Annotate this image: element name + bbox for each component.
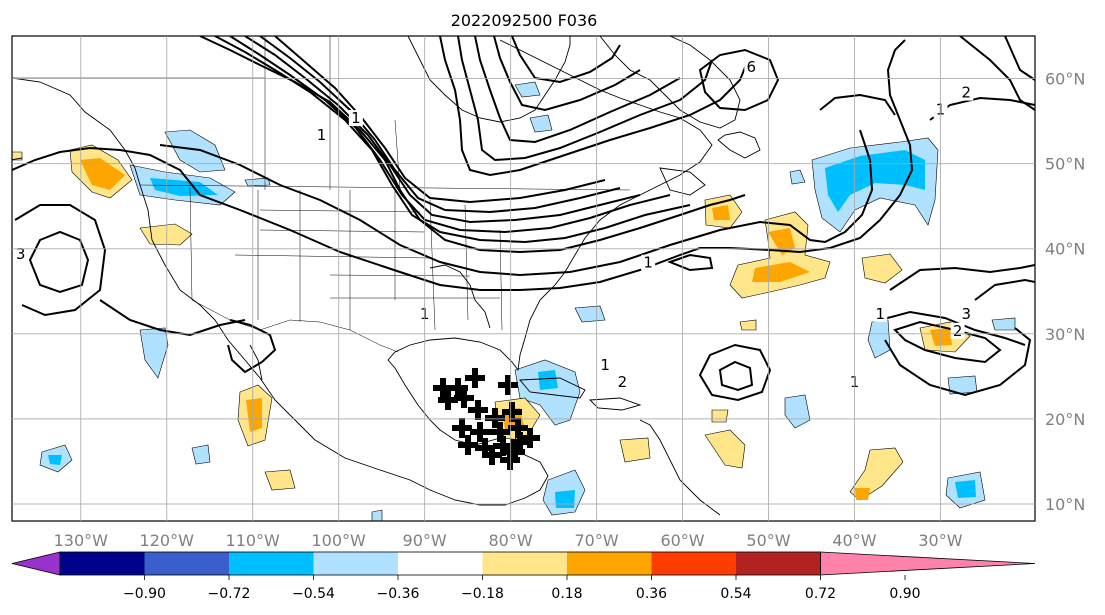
cross-marker [465,368,485,388]
longitude-tick-label: 80°W [489,531,533,550]
colorbar-segment [482,552,567,575]
contour-label: 3 [16,245,26,263]
cross-marker [470,422,490,442]
colorbar-tick-label: 0.54 [720,586,751,602]
longitude-tick-labels: 130°W 120°W 110°W 100°W 90°W 80°W 70°W 60°W 50°W… [54,531,963,550]
map-title: 2022092500 F036 [451,11,598,30]
colorbar-tick-label: −0.90 [123,586,166,602]
latitude-tick-label: 40°N [1045,240,1085,259]
contour-label: 1 [643,254,653,272]
latitude-tick-label: 10°N [1045,495,1085,514]
colorbar-tick-label: −0.36 [377,586,420,602]
contour-lines [12,36,1035,402]
contour-label-bg [0,246,10,262]
colorbar-extend-min [11,551,61,576]
contour-label: 2 [618,373,628,391]
contour-label: 1 [600,356,610,374]
colorbar-frame [59,551,821,576]
contour-label: 1 [351,109,361,127]
gridlines [12,36,1035,521]
colorbar-segment [313,552,398,575]
contour-label: 2 [961,84,971,102]
cross-marker [452,418,472,438]
latitude-tick-label: 60°N [1045,70,1085,89]
longitude-tick-label: 60°W [660,531,704,550]
colorbar-tick-label: −0.18 [461,586,504,602]
colorbar-segment [229,552,314,575]
colorbar-tick-label: −0.54 [292,586,335,602]
cross-marker [468,400,488,420]
contour-label-bg [959,84,974,101]
longitude-tick-label: 120°W [140,531,195,550]
latitude-tick-labels: 60°N 50°N 40°N 30°N 20°N 10°N [1045,70,1085,514]
longitude-tick-label: 130°W [54,531,109,550]
contour-label-bg [348,110,363,127]
cross-marker [490,422,510,442]
colorbar-segment [567,552,652,575]
contour-label-bg [744,59,759,76]
cross-marker [510,432,530,452]
longitude-tick-label: 40°W [832,531,876,550]
cross-marker [485,408,505,428]
cross-marker [498,375,518,395]
contour-label-bg [873,305,888,322]
contour-label: 6 [747,58,757,76]
contour-label: 1 [317,126,327,144]
longitude-tick-label: 110°W [226,531,281,550]
map-frame [11,35,1036,522]
colorbar-tick-label: 0.90 [889,586,920,602]
cross-marker [502,402,522,422]
contour-label-bg [950,322,965,339]
cross-marker [493,436,513,456]
cross-marker [482,445,502,465]
contour-label: 2 [0,245,8,263]
longitude-tick-label: 30°W [918,531,962,550]
cross-marker [448,378,468,398]
contour-label: 2 [953,322,963,340]
colorbar-tick-label: 0.18 [551,586,582,602]
cross-marker [500,450,520,470]
colorbar-segment [651,552,736,575]
colorbar-segment [144,552,229,575]
cross-marker [438,390,458,410]
latitude-tick-label: 20°N [1045,410,1085,429]
cross-marker [433,378,453,398]
contour-label-bg [13,246,28,263]
colorbar-tick-labels: −0.90 −0.72 −0.54 −0.36 −0.18 0.18 0.36 0.54 0.7… [123,575,921,602]
colorbar-segment [736,552,821,575]
contour-label-bg [314,127,329,144]
contour-label: 1 [875,305,885,323]
colorbar [11,551,1036,576]
longitude-tick-label: 70°W [574,531,618,550]
cross-marker [454,388,474,408]
colorbar-tick-label: −0.72 [208,586,251,602]
colorbar-tick-label: 0.36 [636,586,667,602]
contour-label: 3 [961,305,971,323]
coastlines [12,36,761,516]
cross-markers [433,368,540,470]
longitude-tick-label: 50°W [746,531,790,550]
cross-marker [505,442,525,462]
longitude-tick-label: 90°W [403,531,447,550]
contour-label-bg [598,356,613,373]
longitude-tick-label: 100°W [311,531,366,550]
colorbar-tick-label: 0.72 [805,586,836,602]
contour-label-bg [615,373,630,390]
latitude-tick-label: 50°N [1045,155,1085,174]
cross-marker [458,435,478,455]
contour-label-bg [959,305,974,322]
colorbar-segment [398,552,483,575]
colorbar-segment [60,552,145,575]
colorbar-extend-max [820,551,1036,576]
contour-label-bg [641,254,656,271]
cross-marker [475,438,495,458]
cross-marker [520,428,540,448]
latitude-tick-label: 30°N [1045,325,1085,344]
cross-marker [508,418,528,438]
